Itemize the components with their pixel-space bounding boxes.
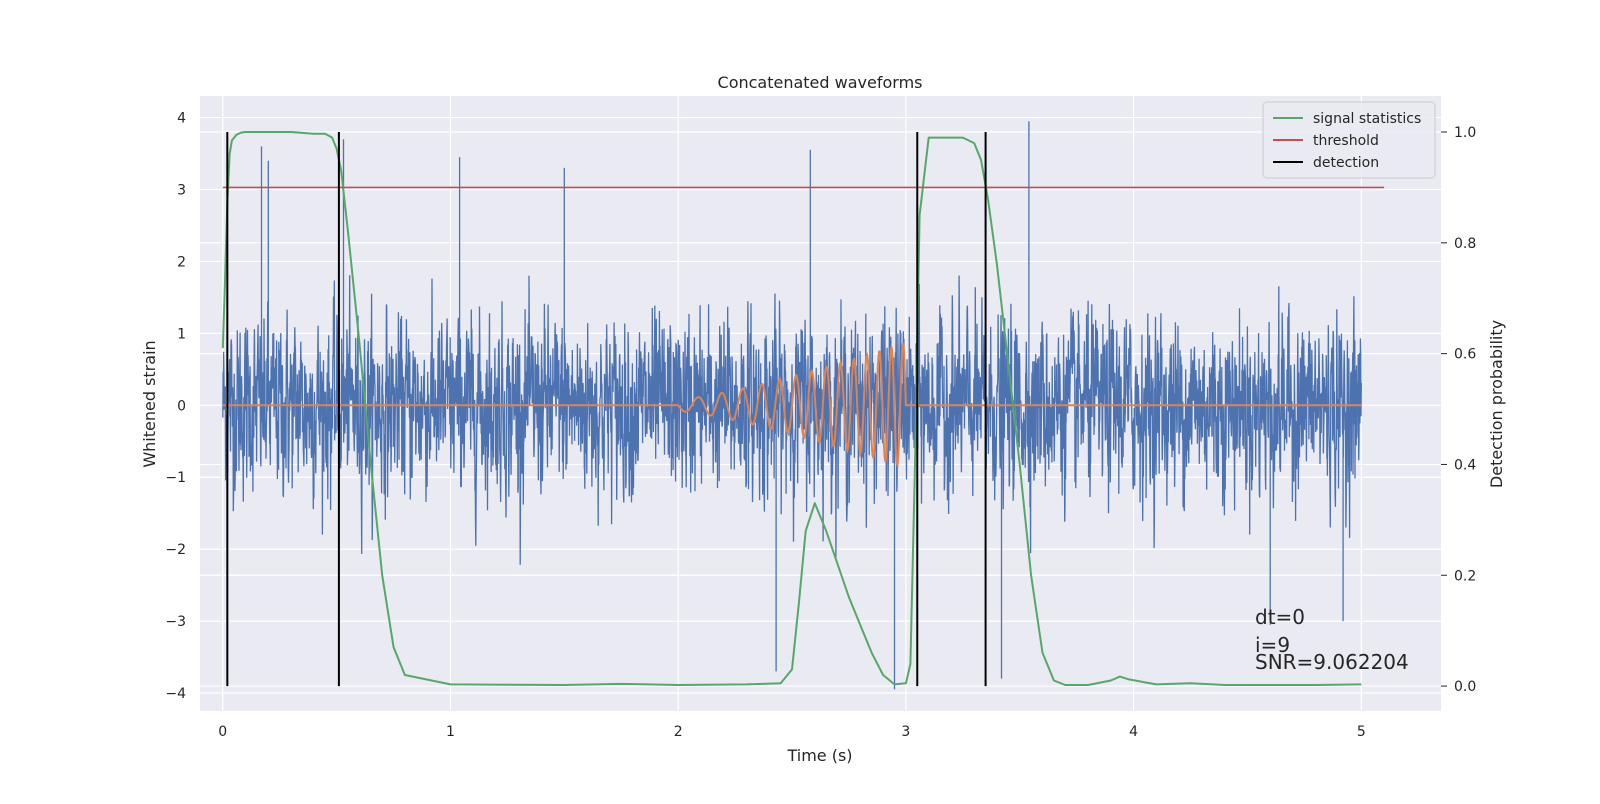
y-tick-label: 0 [177,398,186,414]
y-tick-label: 3 [177,183,186,199]
y-right-tick-label: 1.0 [1454,125,1476,141]
y-right-tick-label: 0.6 [1454,347,1476,363]
x-tick-label: 2 [674,724,683,740]
y-tick-label: −2 [165,542,186,558]
legend-entry: threshold [1313,133,1379,149]
y-tick-label: 2 [177,254,186,270]
legend: signal statistics threshold detection [1262,101,1436,179]
x-axis-label: Time (s) [786,746,852,765]
y-tick-label: 4 [177,111,186,127]
signal-statistics-line [221,131,1362,686]
injected-waveform-line [222,343,1362,469]
y-axis-label: Whitened strain [140,340,159,467]
y-right-tick-label: 0.2 [1454,568,1476,584]
y-tick-label: −4 [165,686,186,702]
legend-entry: detection [1313,155,1379,171]
y-tick-label: −3 [165,614,186,630]
y-right-tick-label: 0.0 [1454,679,1476,695]
annotation-text: SNR=9.062204 [1255,650,1409,674]
plot-area [221,121,1385,690]
y-right-tick-label: 0.4 [1454,457,1476,473]
x-tick-label: 3 [901,724,910,740]
annotation-text: i=9 [1255,633,1290,657]
ticks: 0 1 2 3 4 5 −4 −3 −2 −1 0 1 2 3 4 0.0 0.2 0.4 0.6 0.8 1.0 [165,111,1476,740]
x-tick-label: 5 [1357,724,1366,740]
y-tick-label: 1 [177,326,186,342]
x-tick-label: 0 [218,724,227,740]
legend-box [1262,101,1436,179]
x-tick-label: 4 [1129,724,1138,740]
y-right-tick-label: 0.8 [1454,236,1476,252]
y-tick-label: −1 [165,470,186,486]
chart-title: Concatenated waveforms [718,73,923,92]
series-layer [221,121,1385,690]
annotation-text: dt=0 [1255,605,1305,629]
y-axis-label-right: Detection probability [1487,320,1506,488]
strain-noise-line [222,121,1362,690]
legend-entry: signal statistics [1313,111,1421,127]
x-tick-label: 1 [446,724,455,740]
